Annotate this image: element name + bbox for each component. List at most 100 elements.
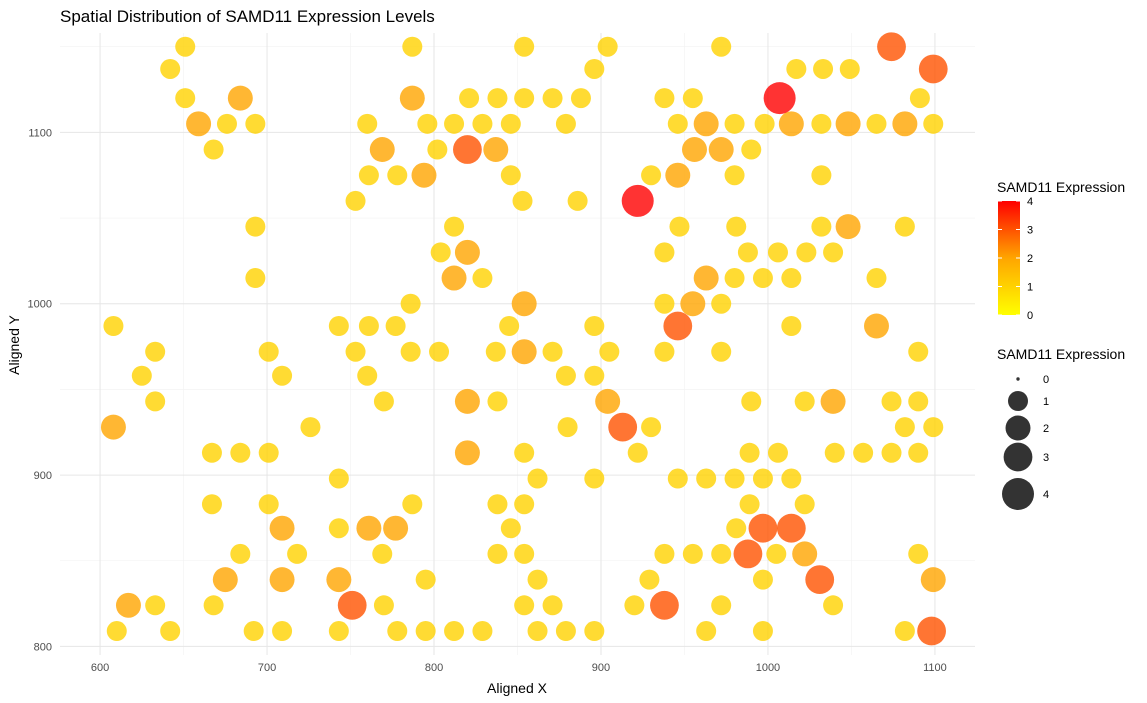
data-point xyxy=(145,341,166,362)
data-point xyxy=(369,137,395,163)
data-point xyxy=(115,592,141,618)
size-legend-key xyxy=(1008,391,1028,411)
data-point xyxy=(542,88,563,109)
data-point xyxy=(748,513,778,543)
data-point xyxy=(786,58,807,79)
data-point xyxy=(227,85,253,111)
data-point xyxy=(287,543,308,564)
data-point xyxy=(778,111,804,137)
data-point xyxy=(542,341,563,362)
y-tick-label: 1100 xyxy=(28,127,52,139)
data-point xyxy=(203,139,224,160)
data-point xyxy=(487,543,508,564)
data-point xyxy=(608,412,638,442)
data-point xyxy=(514,36,535,57)
data-point xyxy=(805,565,835,594)
data-point xyxy=(866,113,887,134)
data-point xyxy=(909,88,930,109)
size-legend-key xyxy=(1002,478,1034,510)
data-point xyxy=(724,165,745,186)
data-point xyxy=(680,291,706,317)
data-point xyxy=(908,341,929,362)
data-point xyxy=(258,341,279,362)
size-legend-key xyxy=(1003,442,1033,472)
data-point xyxy=(472,268,493,289)
data-point xyxy=(345,341,366,362)
data-point xyxy=(792,541,818,567)
data-point xyxy=(752,468,773,489)
data-point xyxy=(400,293,421,314)
data-point xyxy=(245,216,266,237)
data-point xyxy=(696,468,717,489)
data-point xyxy=(106,621,127,642)
data-point xyxy=(693,265,719,291)
data-point xyxy=(584,365,605,386)
data-point xyxy=(639,569,660,590)
data-point xyxy=(444,216,465,237)
data-point xyxy=(853,442,874,463)
data-point xyxy=(345,190,366,211)
data-point xyxy=(230,543,251,564)
data-point xyxy=(877,32,906,62)
data-point xyxy=(429,341,450,362)
data-point xyxy=(453,135,482,164)
data-point xyxy=(555,365,576,386)
color-legend-label: 0 xyxy=(1027,310,1033,322)
data-point xyxy=(894,417,915,438)
data-point xyxy=(415,621,436,642)
x-tick-labels: 600 700 800 900 1000 1100 xyxy=(91,662,947,674)
data-point xyxy=(402,36,423,57)
data-point xyxy=(597,36,618,57)
data-point xyxy=(796,242,817,263)
data-point xyxy=(230,442,251,463)
data-point xyxy=(511,339,537,365)
data-point xyxy=(570,88,591,109)
data-point xyxy=(527,468,548,489)
data-point xyxy=(584,468,605,489)
data-point xyxy=(667,113,688,134)
data-point xyxy=(696,621,717,642)
size-legend-label: 1 xyxy=(1043,396,1049,408)
size-legend-label: 2 xyxy=(1043,423,1049,435)
size-legend-label: 4 xyxy=(1043,489,1049,501)
data-point xyxy=(894,621,915,642)
data-point xyxy=(326,567,352,593)
data-point xyxy=(881,442,902,463)
data-point xyxy=(595,388,621,414)
data-point xyxy=(776,513,806,543)
data-point xyxy=(908,391,929,412)
color-legend-label: 2 xyxy=(1027,253,1033,265)
data-point xyxy=(739,494,760,515)
color-legend-label: 1 xyxy=(1027,282,1033,294)
color-legend-ticks: 0 1 2 3 4 xyxy=(998,196,1033,322)
size-legend: SAMD11 Expression 0 1 2 3 4 xyxy=(997,346,1125,510)
data-point xyxy=(472,113,493,134)
chart-title: Spatial Distribution of SAMD11 Expressio… xyxy=(60,7,435,26)
data-point xyxy=(866,268,887,289)
data-point xyxy=(487,88,508,109)
data-point xyxy=(511,291,537,317)
data-point xyxy=(726,216,747,237)
data-point xyxy=(514,494,535,515)
data-point xyxy=(724,268,745,289)
data-point xyxy=(328,621,349,642)
data-point xyxy=(400,341,421,362)
data-point xyxy=(555,621,576,642)
data-point xyxy=(441,265,467,291)
data-point xyxy=(514,543,535,564)
data-point xyxy=(654,293,675,314)
data-point xyxy=(811,165,832,186)
data-point xyxy=(741,391,762,412)
data-point xyxy=(908,543,929,564)
data-point xyxy=(726,518,747,539)
data-point xyxy=(243,621,264,642)
data-point xyxy=(555,113,576,134)
data-point xyxy=(682,137,707,163)
data-point xyxy=(258,442,279,463)
data-point xyxy=(145,595,166,616)
data-point xyxy=(527,621,548,642)
size-legend-label: 3 xyxy=(1043,452,1049,464)
x-tick-label: 600 xyxy=(91,662,109,674)
data-point xyxy=(328,468,349,489)
data-point xyxy=(763,82,796,115)
